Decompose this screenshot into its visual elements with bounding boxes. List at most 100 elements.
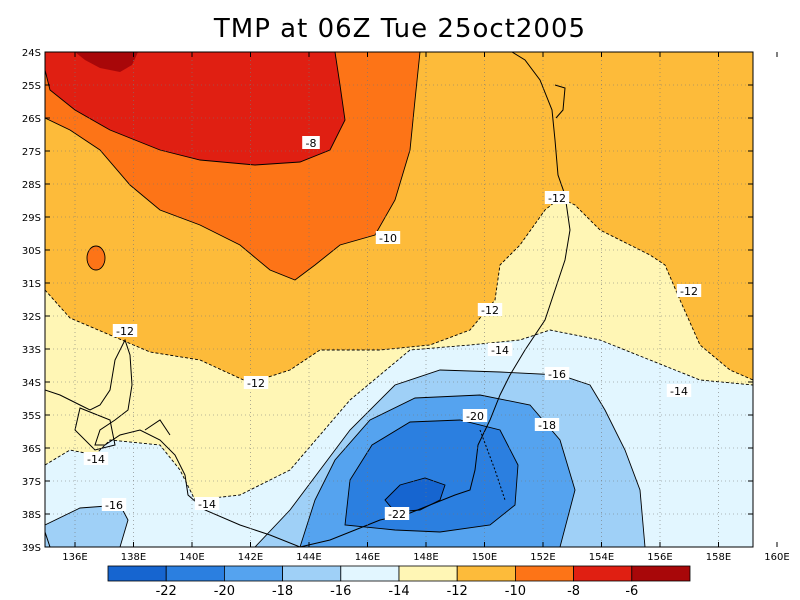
lat-tick-label: 38S	[22, 510, 41, 521]
lon-tick-label: 160E	[764, 552, 789, 563]
lat-tick-label: 24S	[22, 48, 41, 59]
lon-tick-label: 140E	[179, 552, 204, 563]
contour-label: -18	[538, 419, 556, 432]
contour-label: -16	[548, 368, 566, 381]
colorbar-swatch	[631, 565, 691, 582]
contour-label: -20	[466, 410, 484, 423]
grid-lines	[45, 52, 753, 547]
contour-8	[45, 52, 346, 166]
contour-label-bg	[194, 497, 220, 510]
band-8-6	[45, 52, 345, 165]
contour-20	[344, 419, 519, 533]
contour-label-bg	[375, 231, 401, 244]
contour-label-bg	[83, 452, 109, 465]
contour-label-bg	[544, 191, 570, 204]
contour-label: -10	[379, 232, 397, 245]
kangaroo-island	[74, 407, 116, 451]
lon-tick-label: 154E	[589, 552, 614, 563]
colorbar-swatch	[107, 565, 167, 582]
lon-tick-label: 138E	[121, 552, 146, 563]
band-le22	[385, 478, 445, 512]
lon-tick-label: 148E	[413, 552, 438, 563]
colorbar-label: -14	[388, 584, 409, 599]
colorbar-swatch	[165, 565, 225, 582]
colorbar-label: -12	[447, 584, 468, 599]
lon-tick-label: 142E	[238, 552, 263, 563]
lon-tick-label: 146E	[355, 552, 380, 563]
colorbar-swatch	[573, 565, 633, 582]
contour-label-bg	[666, 384, 692, 397]
lat-tick-label: 25S	[22, 81, 41, 92]
sw-coast	[45, 531, 51, 547]
contour-label: -12	[116, 325, 134, 338]
contour-label-bg	[477, 303, 503, 316]
contour-label-bg	[243, 376, 269, 389]
contour-label-bg	[487, 343, 513, 356]
lon-tick-label: 158E	[706, 552, 731, 563]
contour-label-bg	[544, 367, 570, 380]
contour-label-bg	[462, 409, 488, 422]
lon-tick-label: 156E	[647, 552, 672, 563]
colorbar-swatch	[398, 565, 458, 582]
axis-labels: 24S 25S 26S 27S 28S 29S 30S 31S 32S 33S 34S 35S 36S 3…	[22, 48, 790, 563]
lat-tick-label: 36S	[22, 444, 41, 455]
lat-tick-label: 32S	[22, 312, 41, 323]
gulf-coast	[144, 419, 171, 436]
contour-label-bg	[112, 324, 138, 337]
colorbar-swatch	[282, 565, 342, 582]
contour-label-bg	[534, 418, 560, 431]
contour-label: -14	[491, 344, 509, 357]
colorbar-swatch	[456, 565, 516, 582]
lat-tick-label: 30S	[22, 246, 41, 257]
colorbar-label: -16	[330, 584, 351, 599]
map-frame	[44, 51, 754, 548]
colorbar-label: -22	[156, 584, 177, 599]
band-ge6	[75, 52, 138, 72]
temperature-fill-layers	[45, 52, 753, 547]
colorbar-label: -10	[505, 584, 526, 599]
lat-tick-label: 39S	[22, 543, 41, 554]
colorbar-label: -6	[625, 584, 638, 599]
contour-12	[45, 197, 753, 384]
contour-labels: -8 -10 -12 -12 -12 -12 -12 -14 -14 -14 -14 -16 -16 -1…	[83, 136, 702, 521]
lon-tick-label: 150E	[472, 552, 497, 563]
contour-label: -12	[247, 377, 265, 390]
contour-label: -16	[105, 499, 123, 512]
contour-label: -12	[481, 304, 499, 317]
south-coast	[45, 338, 301, 547]
band-10-8-blob	[87, 246, 105, 270]
contour-label: -12	[548, 192, 566, 205]
colorbar-label: -18	[272, 584, 293, 599]
colorbar: -22 -20 -18 -16 -14 -12 -10 -8 -6	[107, 565, 691, 599]
contour-label: -14	[198, 498, 216, 511]
contour-label: -12	[680, 285, 698, 298]
colorbar-label: -8	[567, 584, 580, 599]
colorbar-swatch	[340, 565, 400, 582]
colorbar-swatch	[515, 565, 575, 582]
band-18-16	[45, 505, 128, 547]
lon-tick-label: 152E	[530, 552, 555, 563]
lat-tick-label: 29S	[22, 213, 41, 224]
contour-label: -14	[87, 453, 105, 466]
contour-10	[45, 52, 421, 281]
contour-label-bg	[384, 507, 410, 520]
contour-label: -8	[306, 137, 317, 150]
lat-tick-label: 26S	[22, 114, 41, 125]
contour-label: -22	[388, 508, 406, 521]
lat-tick-label: 37S	[22, 477, 41, 488]
contour-label: -14	[670, 385, 688, 398]
contour-14	[45, 329, 753, 501]
lat-tick-label: 31S	[22, 279, 41, 290]
lat-tick-label: 34S	[22, 378, 41, 389]
lat-tick-label: 33S	[22, 345, 41, 356]
lat-tick-label: 35S	[22, 411, 41, 422]
lon-tick-label: 136E	[62, 552, 87, 563]
lat-tick-label: 27S	[22, 147, 41, 158]
contour-lines	[45, 52, 753, 547]
contour-10-blob	[86, 245, 106, 271]
contour-label-bg	[676, 284, 702, 297]
colorbar-label: -20	[214, 584, 235, 599]
contour-18	[299, 394, 576, 547]
colorbar-swatch	[223, 565, 283, 582]
